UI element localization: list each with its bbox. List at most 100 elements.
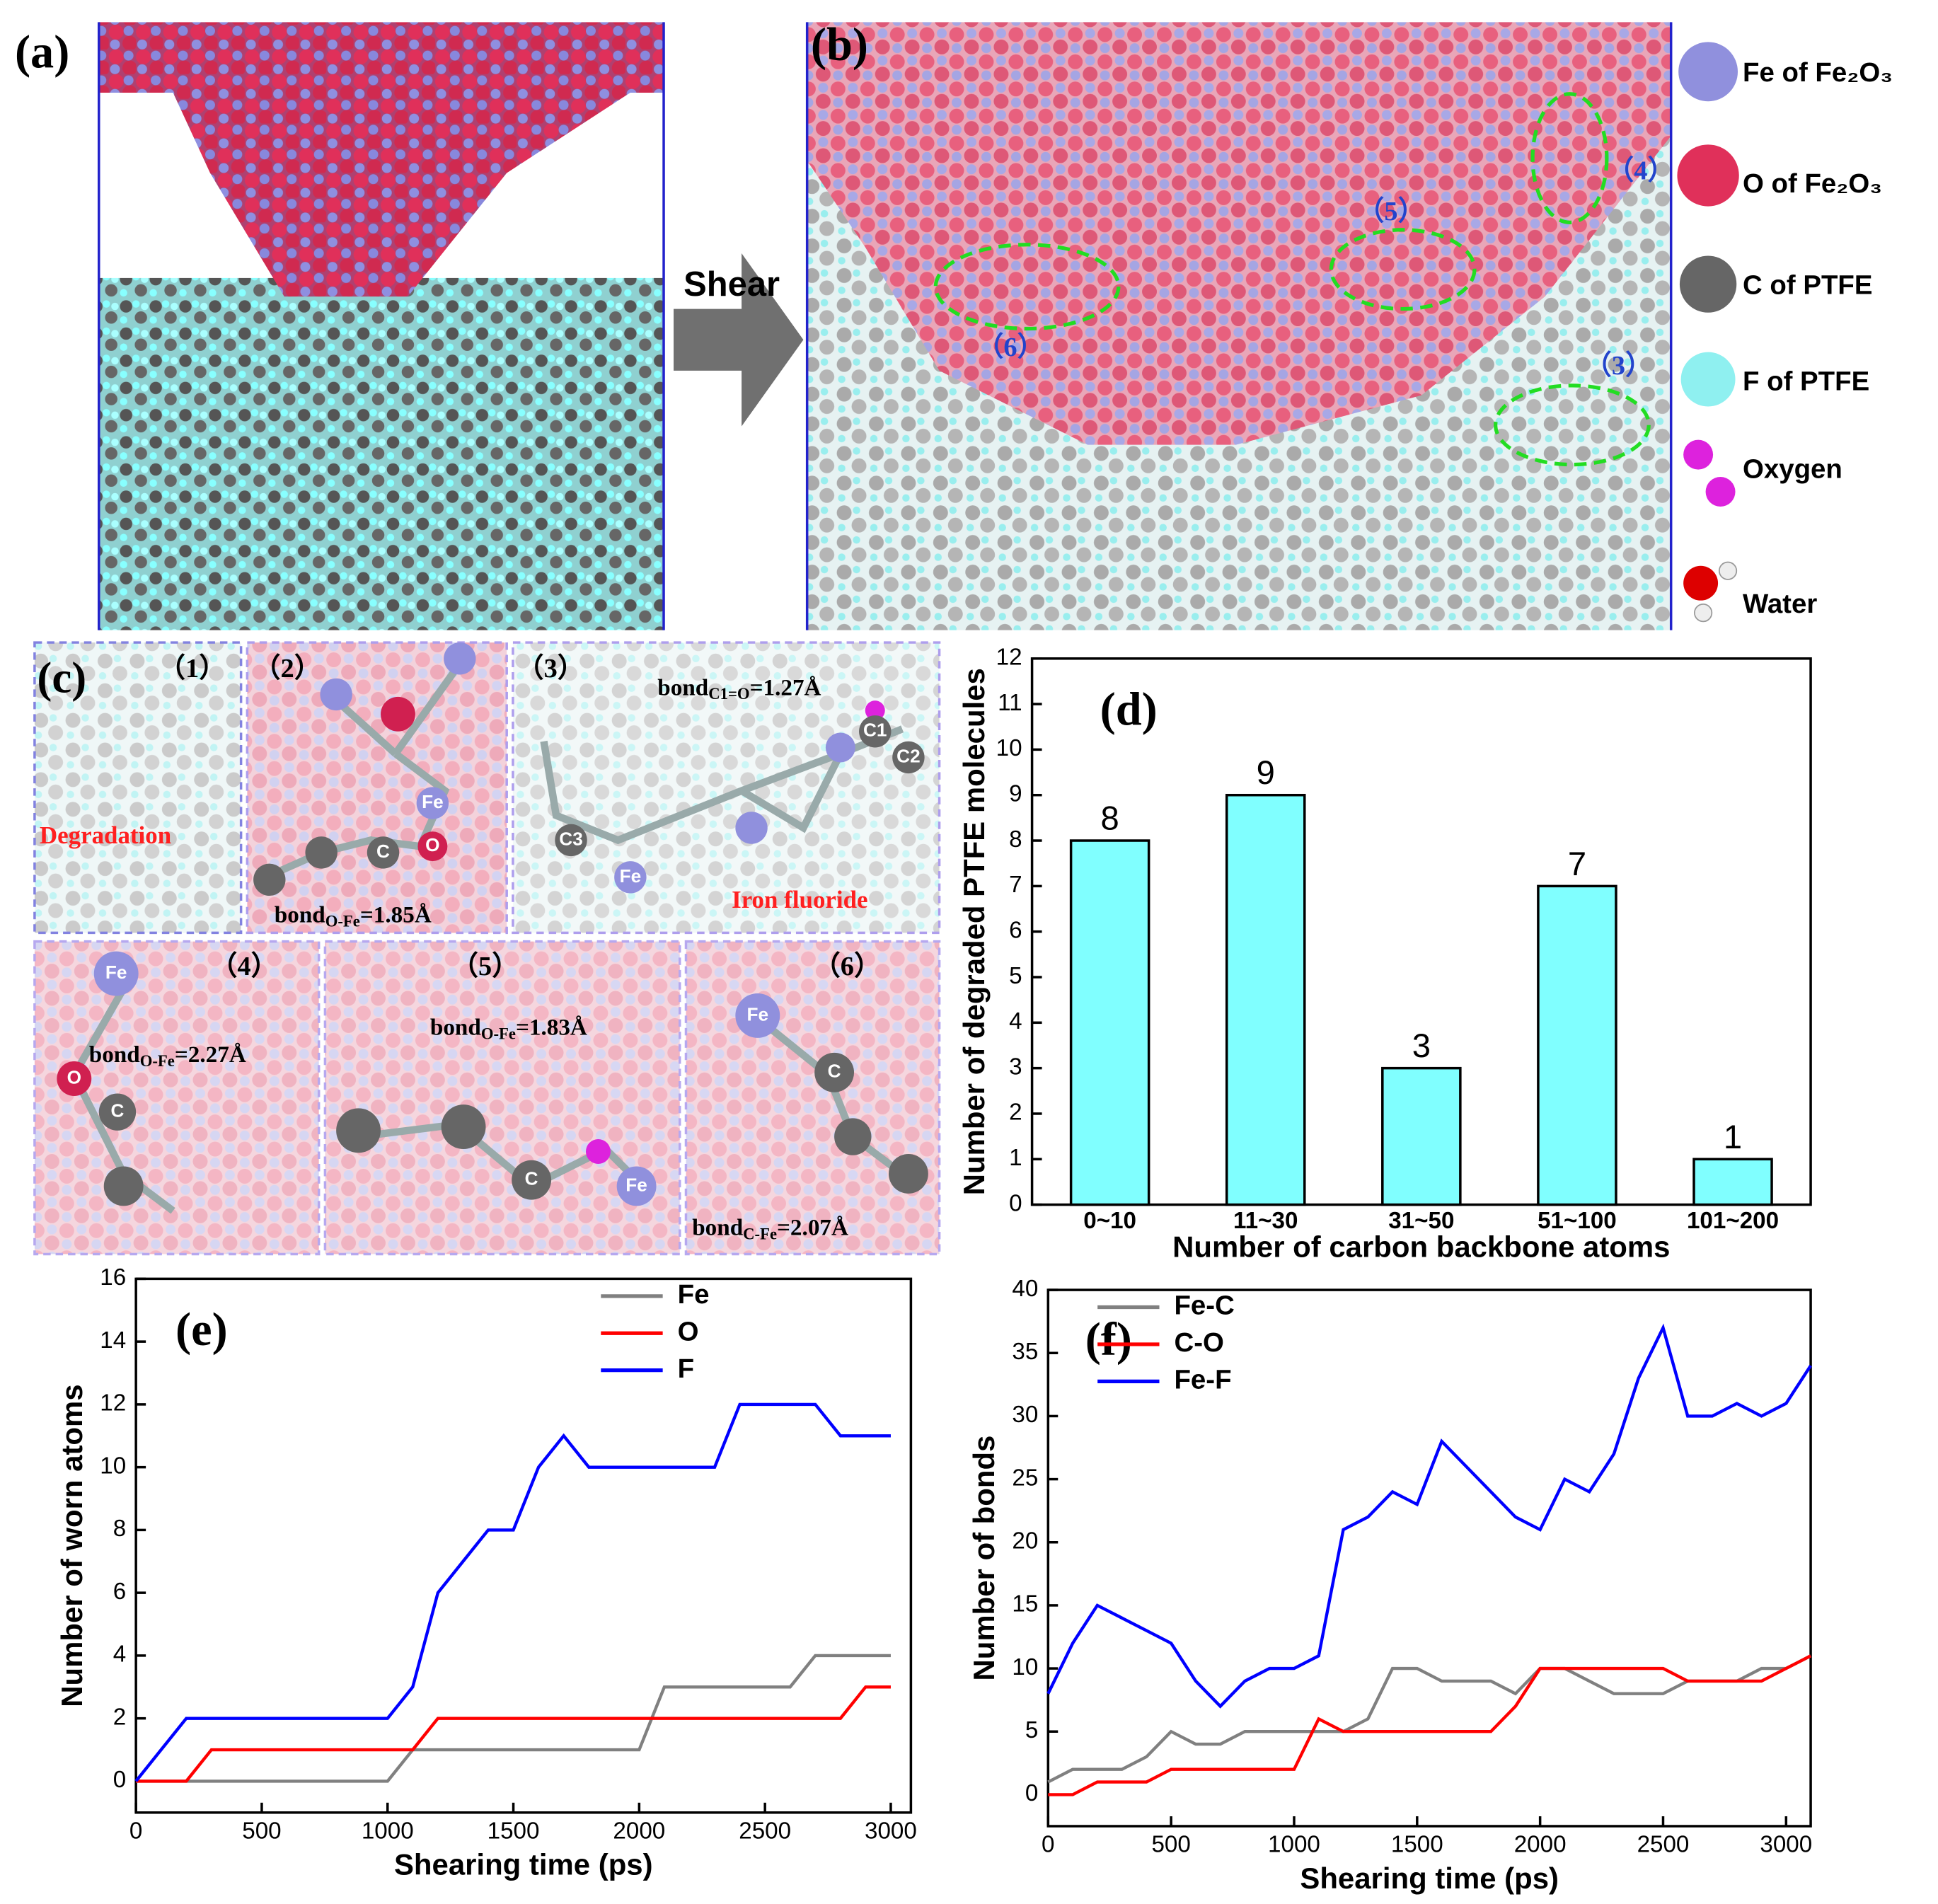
highlight (1494, 383, 1651, 467)
atom-legend: Fe of Fe₂O₃ O of Fe₂O₃ C of PTFE F of PT… (1677, 42, 1893, 623)
legend-label: Oxygen (1743, 454, 1842, 484)
atom (417, 831, 448, 862)
panel-a: (a) (15, 22, 665, 630)
legend-swatch (1718, 561, 1738, 580)
x-tick-label: 3000 (1760, 1832, 1812, 1858)
atom (441, 1104, 486, 1150)
y-tick-label: 4 (113, 1642, 126, 1668)
sub-label: （4） (210, 951, 278, 981)
sub-label: （1） (158, 653, 226, 683)
atom (585, 1139, 611, 1164)
value-label: 8 (1101, 800, 1119, 837)
ptfe-layer (98, 277, 664, 630)
x-tick-label: 3000 (865, 1818, 917, 1844)
atom-label: Fe (105, 962, 127, 983)
atom (859, 715, 892, 748)
legend-label: O (678, 1316, 699, 1346)
y-tick-label: 16 (100, 1264, 126, 1291)
panel-label: (c) (37, 652, 86, 702)
sub-label: （2） (253, 653, 321, 683)
y-tick-label: 2 (1009, 1100, 1022, 1126)
atom (253, 863, 286, 896)
atom (98, 1093, 137, 1131)
atom-label: C (525, 1168, 538, 1189)
atom-label: Fe (422, 791, 444, 812)
bond-label: bondO-Fe=2.27Å (89, 1042, 246, 1070)
y-tick-label: 12 (996, 645, 1022, 671)
atom (814, 1052, 855, 1092)
y-tick-label: 14 (100, 1327, 126, 1354)
bond-label: bondC1=O=1.27Å (657, 674, 821, 703)
panel-label: (b) (811, 19, 868, 71)
line-series (136, 1685, 891, 1783)
sub-box (246, 641, 508, 935)
highlight (1530, 92, 1609, 224)
y-tick-label: 10 (100, 1453, 126, 1479)
site-label: （5） (1357, 196, 1425, 226)
atom-label: C3 (559, 828, 582, 849)
shear-label: Shear (684, 265, 780, 304)
y-tick-label: 15 (1012, 1591, 1038, 1617)
value-label: 9 (1257, 754, 1275, 791)
y-tick-label: 6 (1009, 917, 1022, 943)
bar (1381, 1066, 1462, 1206)
bond-label: bondC-Fe=2.07Å (692, 1214, 848, 1242)
y-tick-label: 5 (1025, 1717, 1038, 1743)
x-tick-label: 0 (1042, 1832, 1054, 1858)
y-tick-label: 8 (113, 1516, 126, 1542)
y-tick-label: 8 (1009, 826, 1022, 853)
legend-label: F (678, 1354, 694, 1384)
y-tick-label: 2 (113, 1704, 126, 1730)
panel-label: (d) (1100, 684, 1158, 736)
x-tick-label: 1500 (1391, 1832, 1443, 1858)
y-tick-label: 0 (113, 1767, 126, 1793)
line-series (1046, 1323, 1812, 1709)
atom-label: O (425, 834, 439, 855)
value-label: 3 (1412, 1027, 1431, 1064)
legend-swatch (1683, 439, 1714, 470)
atom (444, 642, 476, 675)
atom-label: O (67, 1066, 81, 1087)
bar (1225, 793, 1306, 1206)
legend-swatch (1694, 604, 1713, 623)
line-series (1048, 1654, 1812, 1796)
x-tick-label: 1000 (1268, 1832, 1320, 1858)
x-axis-label: Number of carbon backbone atoms (1172, 1230, 1670, 1264)
atom-label: Fe (747, 1003, 769, 1025)
atom-label: C2 (896, 745, 920, 766)
atom (892, 741, 925, 774)
y-tick-label: 0 (1025, 1780, 1038, 1806)
y-tick-label: 11 (998, 690, 1022, 716)
legend-swatch (1678, 42, 1738, 102)
legend-swatch (1705, 477, 1736, 507)
x-tick-label: 31~50 (1388, 1208, 1454, 1234)
bond-label: bondO-Fe=1.83Å (430, 1014, 587, 1042)
sub-label: （3） (517, 653, 584, 683)
sub-box (684, 940, 941, 1256)
legend-swatch (1677, 144, 1739, 207)
atom-label: Fe (620, 865, 642, 887)
sub-box (512, 641, 941, 935)
x-tick-label: 0 (129, 1818, 142, 1844)
bar (1069, 839, 1150, 1206)
atom (305, 836, 338, 869)
highlight (1329, 228, 1477, 311)
atom (735, 993, 780, 1038)
line-series (136, 1654, 891, 1783)
highlight (933, 243, 1121, 331)
y-axis-label: Number of degraded PTFE molecules (957, 668, 991, 1195)
y-tick-label: 0 (1009, 1190, 1022, 1216)
legend-label: Fe-F (1174, 1364, 1231, 1395)
atom (336, 1108, 381, 1153)
y-tick-label: 20 (1012, 1528, 1038, 1554)
bond-label: bondO-Fe=1.85Å (275, 901, 432, 930)
x-tick-label: 500 (1151, 1832, 1190, 1858)
atom (834, 1118, 872, 1155)
atom (888, 1154, 928, 1194)
x-tick-label: 2000 (1514, 1832, 1567, 1858)
y-tick-label: 10 (996, 735, 1022, 761)
y-tick-label: 4 (1009, 1008, 1022, 1034)
atom-label: C (110, 1100, 124, 1121)
annotation: Iron fluoride (732, 886, 867, 913)
